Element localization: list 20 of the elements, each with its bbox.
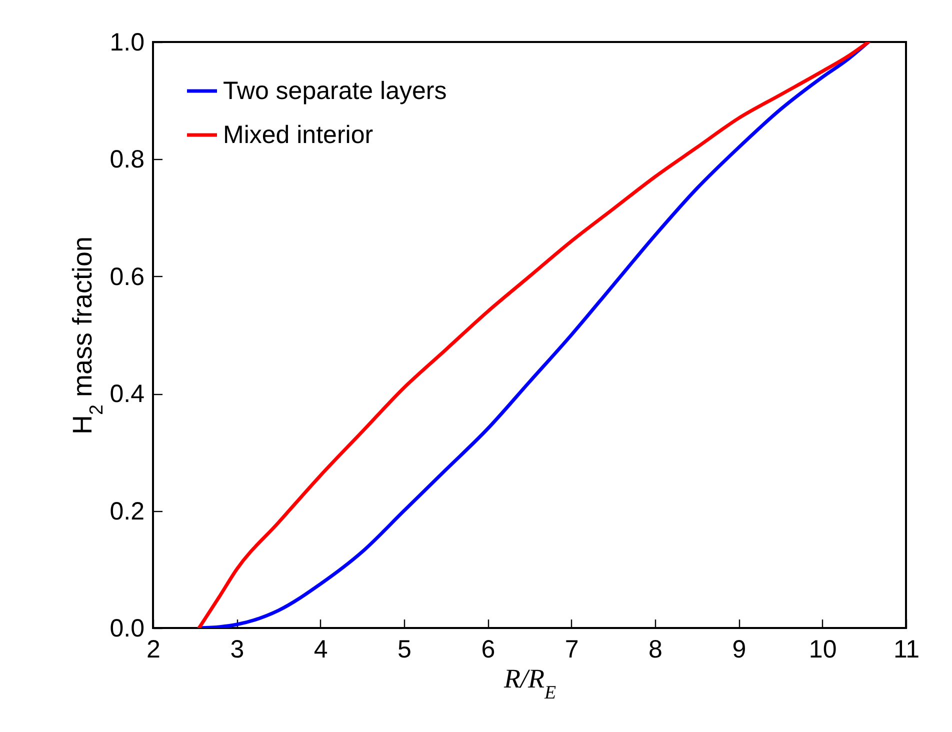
x-tick-label: 6 bbox=[481, 636, 496, 664]
y-tick-label: 0.6 bbox=[110, 262, 144, 291]
y-tick-label: 0.2 bbox=[110, 497, 144, 526]
x-tick-label: 4 bbox=[314, 636, 328, 664]
x-tick-label: 3 bbox=[230, 636, 244, 664]
x-tick-label: 9 bbox=[732, 636, 746, 664]
y-tick-label: 1.0 bbox=[110, 28, 144, 56]
legend-label: Mixed interior bbox=[223, 121, 374, 149]
x-tick-label: 8 bbox=[648, 636, 662, 664]
x-tick-label: 2 bbox=[146, 636, 160, 664]
x-axis-title: R/R$_{E}$ bbox=[502, 664, 556, 703]
x-tick-label: 11 bbox=[894, 636, 920, 664]
x-tick-label: 7 bbox=[564, 636, 579, 664]
y-tick-label: 0.8 bbox=[110, 146, 144, 174]
line-series bbox=[197, 42, 870, 628]
x-tick-label: 5 bbox=[398, 636, 412, 664]
y-tick-label: 0.0 bbox=[110, 614, 144, 642]
x-tick-label: 10 bbox=[808, 636, 837, 664]
legend-label: Two separate layers bbox=[223, 77, 447, 105]
y-tick-label: 0.4 bbox=[110, 380, 145, 408]
